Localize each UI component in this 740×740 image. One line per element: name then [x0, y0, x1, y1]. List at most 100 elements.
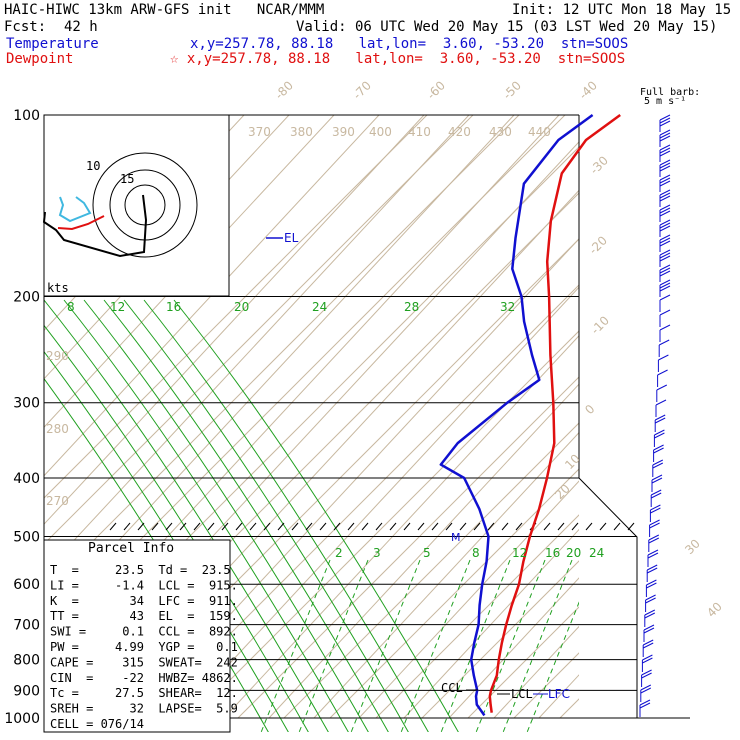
dry-adiabat-line — [44, 115, 425, 525]
dry-adiabat-line — [44, 115, 470, 574]
dewpoint-curve — [439, 113, 594, 717]
wind-barb-flag — [659, 114, 671, 121]
isotherm-label: -70 — [350, 78, 374, 102]
hatch-mark — [165, 522, 173, 531]
hodograph-ring-10: 10 — [86, 159, 100, 173]
mixing-ratio-line — [350, 559, 421, 732]
pressure-axis: 100 200 300 400 500 600 700 800 900 1000 — [4, 108, 40, 727]
wind-barb-flag — [659, 132, 671, 139]
pressure-tick-label: 400 — [13, 471, 40, 487]
isotherm-line — [606, 115, 740, 718]
wind-barb-flag — [659, 180, 671, 187]
moist-adiabat-line — [83, 299, 369, 732]
parcel-info-row: SREH = 32 LAPSE= 5.9 — [50, 702, 238, 716]
wind-barb-flag — [647, 552, 659, 559]
wind-barb-flag — [657, 369, 668, 376]
mixing-ratio-line — [440, 559, 511, 732]
wind-barb-flag — [659, 282, 671, 289]
isotherm-line — [375, 514, 579, 719]
wind-barb-flag — [659, 255, 671, 262]
pressure-tick-label: 300 — [13, 396, 40, 412]
moist-adiabat-line — [44, 324, 309, 732]
pressure-tick-label: 800 — [13, 653, 40, 669]
wind-barb-flag — [650, 507, 661, 514]
wind-barb-flag — [659, 189, 671, 196]
hatch-mark — [193, 522, 201, 531]
hatch-mark — [249, 522, 257, 531]
temperature-location: x,y=257.78, 88.18 lat,lon= 3.60, -53.20 … — [190, 36, 629, 52]
parcel-info-row: CELL = 076/14 — [50, 717, 144, 731]
hatch-mark — [221, 522, 229, 531]
hatch-mark — [277, 522, 285, 531]
wind-barb-flag — [641, 669, 652, 676]
hatch-mark — [109, 522, 117, 531]
parcel-info-table: Parcel Info T = 23.5 Td = 23.5LI = -1.4 … — [43, 539, 238, 733]
wind-barb-flag — [659, 225, 671, 232]
hatch-mark — [389, 522, 397, 531]
isotherm-line — [329, 468, 579, 719]
wind-barb-flag — [659, 165, 671, 172]
wind-barb-flag — [659, 159, 671, 166]
wind-barb-flag — [646, 579, 657, 586]
theta-label: 390 — [332, 125, 355, 139]
isotherm-line — [421, 560, 579, 719]
hodograph-trace-low — [58, 196, 92, 223]
isotherm-label: 40 — [704, 599, 725, 620]
sounding-curves — [439, 113, 621, 717]
el-label: EL — [284, 231, 299, 245]
hatch-mark — [319, 522, 327, 531]
mixing-ratio-upper-label: 24 — [312, 300, 327, 314]
hatch-mark — [151, 522, 159, 531]
mixing-ratio-lower-label: 24 — [589, 546, 604, 560]
wind-barbs — [639, 114, 671, 717]
theta-label: 430 — [489, 125, 512, 139]
low-theta-label: 280 — [46, 422, 69, 436]
moist-adiabat-line — [103, 299, 389, 732]
wind-barb-flag — [654, 432, 665, 439]
wind-barb-flag — [659, 324, 671, 331]
mixing-ratio-line — [526, 601, 579, 732]
wind-barb-flag — [644, 609, 656, 616]
dry-adiabat-line — [178, 286, 579, 719]
mixing-ratio-upper-label: 16 — [166, 300, 181, 314]
hatch-mark — [431, 522, 439, 531]
mixing-ratio-lower-label: 5 — [423, 546, 431, 560]
pressure-tick-label: 600 — [13, 577, 40, 593]
parcel-info-row: T = 23.5 Td = 23.5 — [50, 563, 231, 577]
wind-barb-flag — [655, 399, 667, 406]
parcel-info-row: CAPE = 315 SWEAT= 242 — [50, 655, 238, 669]
dry-adiabat-line — [268, 383, 579, 719]
pressure-tick-label: 100 — [13, 108, 40, 124]
wind-barb-flag — [659, 207, 671, 214]
wind-barb-flag — [659, 267, 671, 274]
pressure-tick-label: 1000 — [4, 711, 40, 727]
hatch-mark — [473, 522, 481, 531]
pressure-tick-label: 500 — [13, 529, 40, 545]
hatch-mark — [347, 522, 355, 531]
mixing-ratio-line — [475, 559, 546, 732]
wind-barb-flag — [644, 612, 656, 619]
wind-barb-flag — [650, 492, 662, 499]
isotherm-label: 20 — [552, 481, 573, 502]
wind-barb-flag — [659, 177, 671, 184]
hatch-mark — [543, 522, 551, 531]
low-theta-label: 270 — [46, 494, 69, 508]
hatch-mark — [137, 522, 145, 531]
low-theta-label: 290 — [46, 349, 69, 363]
mixing-ratio-lower-label: 16 — [545, 546, 560, 560]
wind-barb-flag — [639, 702, 651, 709]
dry-adiabat-line — [629, 115, 740, 718]
wind-barb-flag — [659, 162, 671, 169]
wind-barb-flag — [642, 657, 653, 664]
isotherm-line — [652, 115, 740, 718]
hodograph-trace-mid — [57, 215, 105, 231]
mixing-ratio-line — [502, 559, 573, 732]
wind-barb-flag — [652, 459, 664, 466]
wind-barb-flag — [645, 597, 656, 604]
wind-barb-flag — [653, 444, 664, 451]
dry-adiabat-line — [223, 335, 579, 719]
hatch-mark — [123, 522, 131, 531]
wind-barb-flag — [647, 549, 659, 556]
wind-barb-flag — [653, 447, 664, 454]
